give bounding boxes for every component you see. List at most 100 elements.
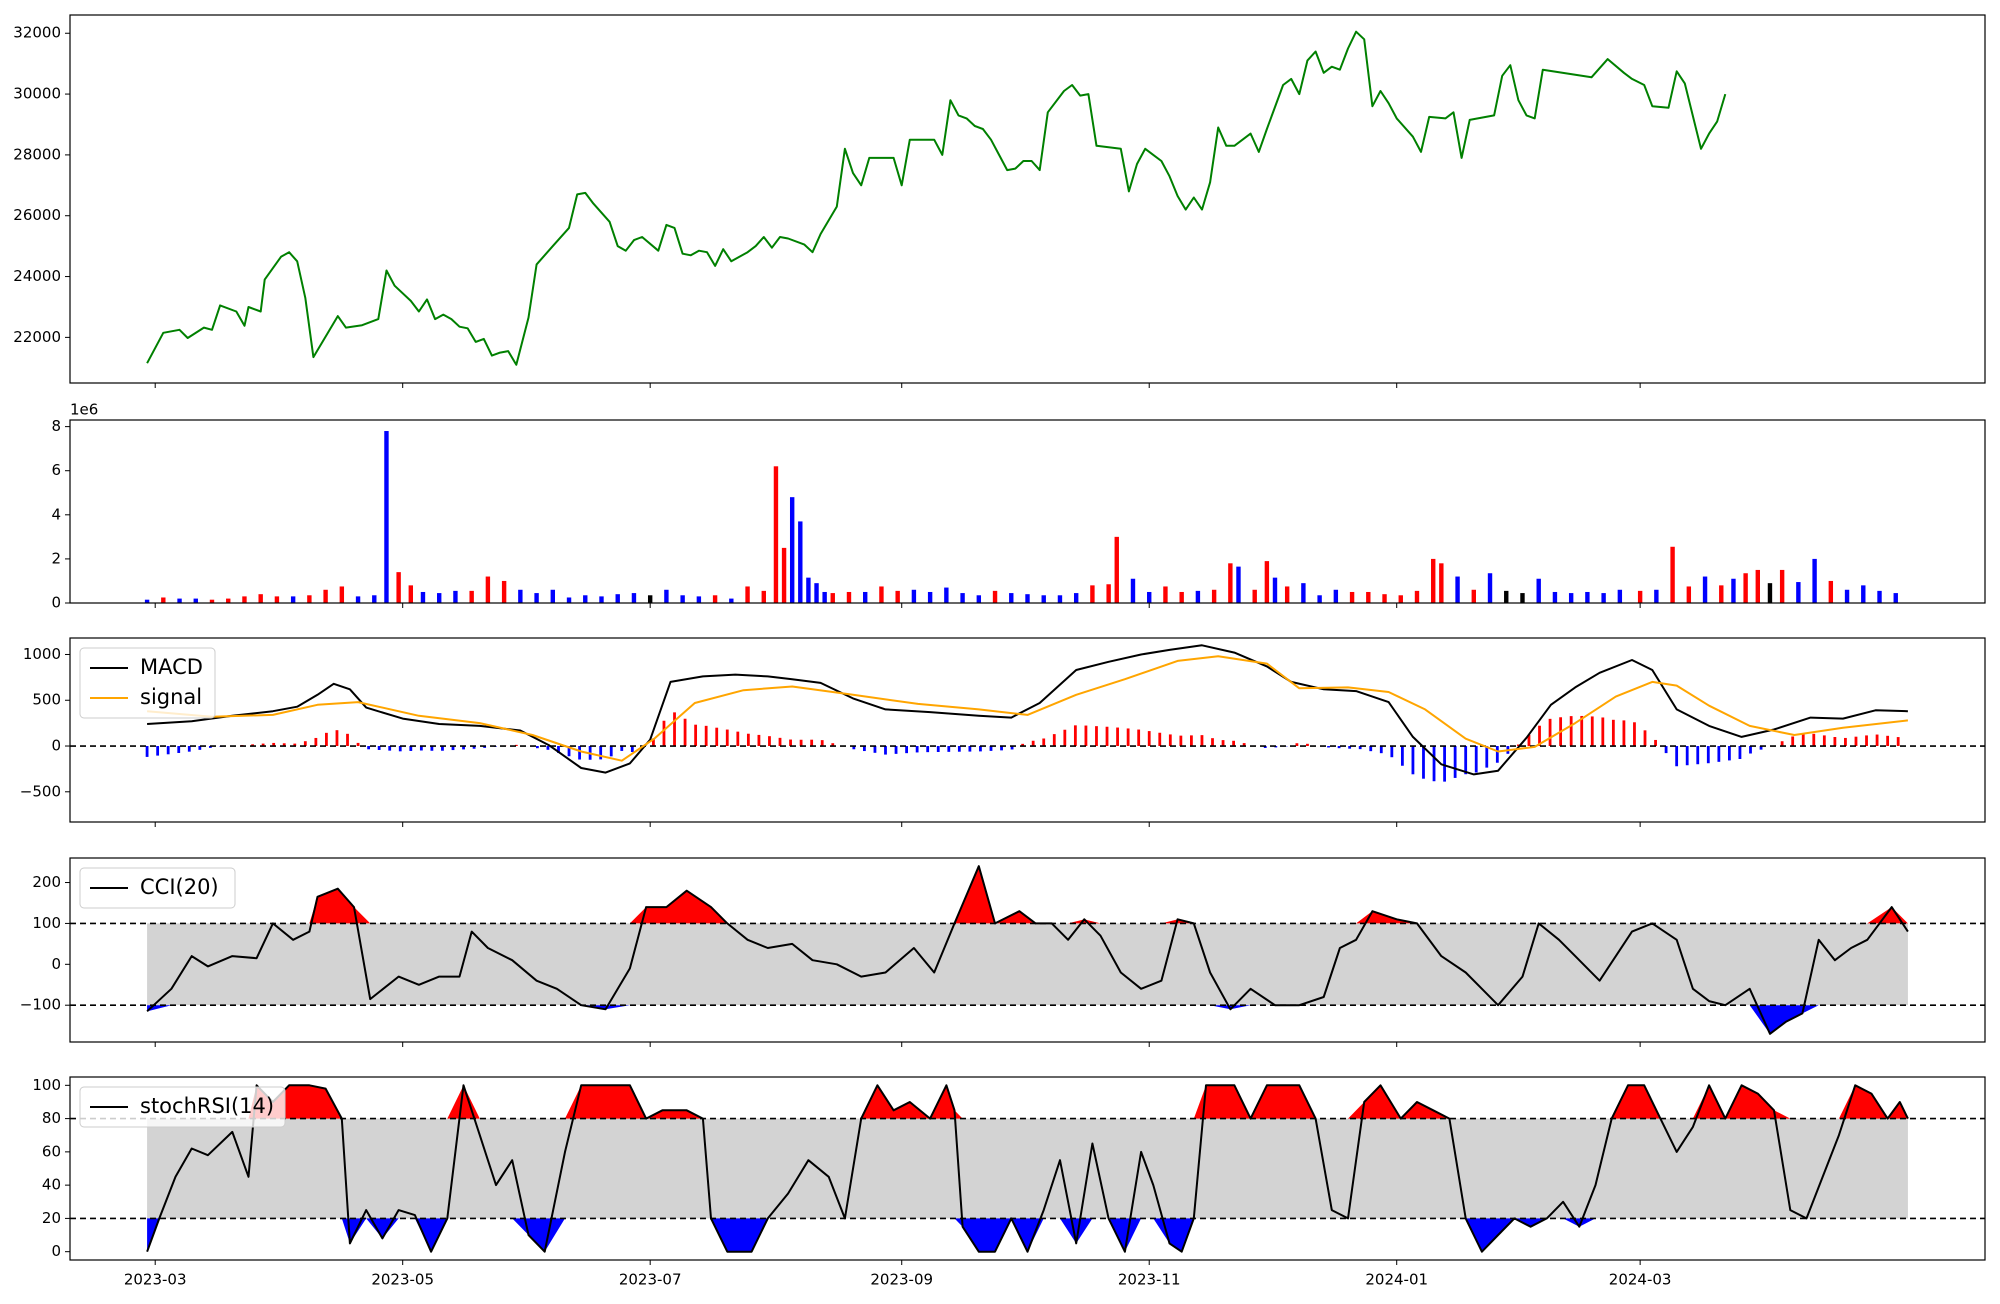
price-y-tick-label: 28000 — [13, 145, 61, 163]
macd-histogram-bar — [1443, 746, 1446, 782]
stochrsi-y-tick-label: 60 — [42, 1142, 61, 1160]
volume-bar — [534, 593, 538, 603]
volume-bar — [1106, 584, 1110, 603]
macd-histogram-bar — [1844, 738, 1847, 746]
volume-bar — [502, 581, 506, 603]
macd-y-tick-label: −500 — [20, 782, 61, 800]
macd-histogram-bar — [1201, 735, 1204, 746]
macd-histogram-bar — [536, 746, 539, 748]
volume-bar — [664, 590, 668, 603]
macd-histogram-bar — [547, 746, 550, 750]
macd-y-tick-label: 0 — [51, 737, 61, 755]
volume-bar — [1768, 583, 1772, 603]
volume-bar — [599, 596, 603, 603]
volume-bar — [1703, 577, 1707, 603]
volume-bar — [1780, 570, 1784, 603]
macd-histogram-bar — [610, 746, 613, 756]
volume-bar — [790, 497, 794, 603]
macd-histogram-bar — [715, 728, 718, 746]
volume-bar — [1317, 595, 1321, 603]
macd-histogram-bar — [1085, 726, 1088, 746]
macd-histogram-bar — [1496, 746, 1499, 763]
volume-bar — [1829, 581, 1833, 603]
volume-bar — [551, 590, 555, 603]
volume-bar — [161, 597, 165, 603]
volume-bar — [1285, 586, 1289, 603]
volume-bar — [1743, 573, 1747, 603]
macd-histogram-bar — [663, 721, 666, 746]
macd-histogram-bar — [1116, 728, 1119, 746]
volume-bar — [1074, 593, 1078, 603]
macd-histogram-bar — [736, 732, 739, 746]
volume-bar — [1796, 582, 1800, 603]
macd-histogram-bar — [336, 730, 339, 746]
volume-y-tick-label: 8 — [51, 417, 61, 435]
volume-bar — [680, 595, 684, 603]
macd-histogram-bar — [1728, 746, 1731, 760]
volume-bar — [729, 599, 733, 603]
macd-histogram-bar — [947, 746, 950, 752]
macd-histogram-bar — [1222, 740, 1225, 746]
volume-bar — [822, 592, 826, 603]
macd-histogram-bar — [874, 746, 877, 753]
volume-y-tick-label: 2 — [51, 549, 61, 567]
volume-bar — [993, 591, 997, 603]
stochrsi-y-tick-label: 100 — [32, 1076, 61, 1094]
volume-bar — [486, 577, 490, 603]
macd-histogram-bar — [1833, 737, 1836, 746]
macd-histogram-bar — [1802, 734, 1805, 746]
volume-bar — [774, 466, 778, 603]
volume-bar — [396, 572, 400, 603]
macd-histogram-bar — [1591, 716, 1594, 746]
macd-histogram-bar — [905, 746, 908, 753]
volume-bar — [863, 592, 867, 603]
macd-histogram-bar — [1749, 746, 1752, 753]
macd-histogram-bar — [156, 746, 159, 756]
volume-bar — [1601, 593, 1605, 603]
volume-bar — [1273, 578, 1277, 603]
volume-bar — [977, 595, 981, 603]
volume-bar — [1877, 591, 1881, 603]
macd-histogram-bar — [1876, 735, 1879, 746]
volume-bar — [648, 595, 652, 603]
macd-histogram-bar — [631, 746, 634, 752]
macd-histogram-bar — [1633, 722, 1636, 746]
volume-bar — [1253, 590, 1257, 603]
x-tick-label: 2023-05 — [371, 1271, 434, 1289]
macd-histogram-bar — [1696, 746, 1699, 764]
macd-histogram-bar — [1665, 746, 1668, 753]
macd-histogram-bar — [314, 738, 317, 746]
macd-histogram-bar — [1717, 746, 1720, 762]
cci-y-tick-label: 200 — [32, 873, 61, 891]
volume-y-tick-label: 6 — [51, 461, 61, 479]
macd-histogram-bar — [726, 730, 729, 746]
cci-y-tick-label: 100 — [32, 914, 61, 932]
x-tick-label: 2023-11 — [1118, 1271, 1181, 1289]
macd-histogram-bar — [747, 734, 750, 746]
volume-bar — [632, 593, 636, 603]
legend-label: signal — [140, 685, 202, 709]
volume-bar — [567, 597, 571, 603]
volume-bar — [1472, 590, 1476, 603]
cci-oversold-fill — [147, 1005, 1908, 1034]
volume-bar — [1670, 547, 1674, 603]
volume-bar — [1553, 592, 1557, 603]
macd-histogram-bar — [1601, 717, 1604, 746]
macd-histogram-bar — [1897, 737, 1900, 746]
volume-plot-area — [145, 431, 1898, 603]
macd-histogram-bar — [800, 740, 803, 746]
macd-histogram-bar — [188, 746, 191, 752]
volume-bar — [1228, 563, 1232, 603]
cci-plot-area — [70, 866, 1985, 1034]
volume-bar — [1212, 590, 1216, 603]
volume-bar — [1569, 593, 1573, 603]
volume-bar — [194, 599, 198, 603]
macd-histogram-bar — [884, 746, 887, 755]
macd-histogram-bar — [1211, 738, 1214, 746]
volume-bar — [912, 590, 916, 603]
volume-bar — [1301, 583, 1305, 603]
